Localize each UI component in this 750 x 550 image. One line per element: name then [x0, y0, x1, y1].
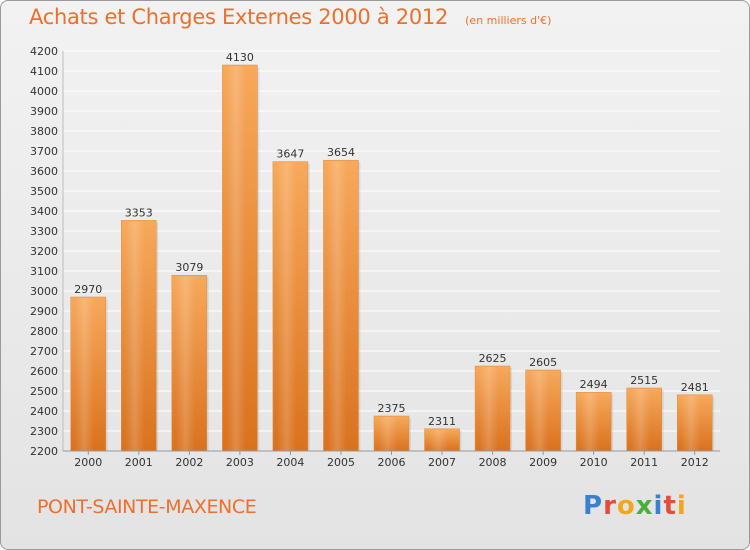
- data-label: 2605: [529, 356, 557, 369]
- bar-highlight: [74, 298, 95, 451]
- data-label: 2494: [580, 378, 608, 391]
- x-tick-label: 2012: [681, 456, 709, 469]
- y-tick-label: 3300: [30, 225, 58, 238]
- y-tick-label: 3200: [30, 245, 58, 258]
- brand-logo: Proxiti: [583, 491, 687, 521]
- place-name: PONT-SAINTE-MAXENCE: [37, 496, 257, 518]
- x-tick-label: 2011: [630, 456, 658, 469]
- chart-title-text: Achats et Charges Externes 2000 à 2012: [29, 5, 449, 29]
- brand-letter: x: [635, 491, 654, 521]
- bar-highlight: [378, 417, 398, 451]
- brand-letter: o: [616, 491, 636, 521]
- y-tick-label: 3800: [30, 125, 58, 138]
- y-tick-label: 3600: [30, 165, 58, 178]
- y-tick-label: 2700: [30, 345, 58, 358]
- data-label: 2311: [428, 415, 456, 428]
- data-label: 4130: [226, 51, 254, 64]
- x-tick-label: 2003: [226, 456, 254, 469]
- y-tick-label: 3000: [30, 285, 58, 298]
- bar-highlight: [276, 162, 297, 451]
- data-label: 3353: [125, 206, 153, 219]
- y-tick-label: 2300: [30, 425, 58, 438]
- bar-highlight: [428, 429, 448, 451]
- x-tick-label: 2001: [125, 456, 153, 469]
- y-tick-label: 4000: [30, 85, 58, 98]
- y-tick-label: 2200: [30, 445, 58, 458]
- bar-highlight: [630, 389, 650, 451]
- x-tick-label: 2000: [74, 456, 102, 469]
- bar-highlight: [580, 393, 600, 451]
- bar-highlight: [479, 367, 499, 451]
- bar-highlight: [226, 66, 246, 451]
- brand-letter: i: [653, 491, 664, 521]
- y-tick-label: 2600: [30, 365, 58, 378]
- bar-highlight: [327, 161, 347, 451]
- data-label: 2515: [630, 374, 658, 387]
- y-tick-label: 3400: [30, 205, 58, 218]
- y-tick-label: 3100: [30, 265, 58, 278]
- y-tick-label: 2800: [30, 325, 58, 338]
- y-tick-label: 3500: [30, 185, 58, 198]
- brand-letter: r: [603, 491, 617, 521]
- data-label: 3079: [175, 261, 203, 274]
- brand-letter: i: [676, 491, 687, 521]
- data-label: 2375: [378, 402, 406, 415]
- y-tick-label: 4100: [30, 65, 58, 78]
- x-tick-label: 2009: [529, 456, 557, 469]
- x-tick-label: 2006: [378, 456, 406, 469]
- x-tick-label: 2008: [479, 456, 507, 469]
- data-label: 3647: [276, 148, 304, 161]
- chart-unit-text: (en milliers d'€): [465, 14, 552, 27]
- x-tick-label: 2004: [276, 456, 304, 469]
- brand-letter: P: [583, 491, 604, 521]
- y-tick-label: 2400: [30, 405, 58, 418]
- data-label: 2625: [479, 352, 507, 365]
- x-tick-label: 2002: [175, 456, 203, 469]
- bar-highlight: [681, 395, 701, 451]
- y-tick-label: 3900: [30, 105, 58, 118]
- chart-title: Achats et Charges Externes 2000 à 2012 (…: [29, 5, 551, 29]
- y-tick-label: 4200: [30, 45, 58, 58]
- x-tick-label: 2005: [327, 456, 355, 469]
- data-label: 2481: [681, 381, 709, 394]
- bar-highlight: [175, 276, 196, 451]
- brand-letter: t: [663, 491, 677, 521]
- y-tick-label: 2900: [30, 305, 58, 318]
- x-tick-label: 2007: [428, 456, 456, 469]
- y-tick-label: 2500: [30, 385, 58, 398]
- y-tick-label: 3700: [30, 145, 58, 158]
- data-label: 2970: [74, 283, 102, 296]
- x-tick-label: 2010: [580, 456, 608, 469]
- bar-highlight: [125, 221, 145, 451]
- data-label: 3654: [327, 146, 355, 159]
- bar-highlight: [529, 371, 549, 451]
